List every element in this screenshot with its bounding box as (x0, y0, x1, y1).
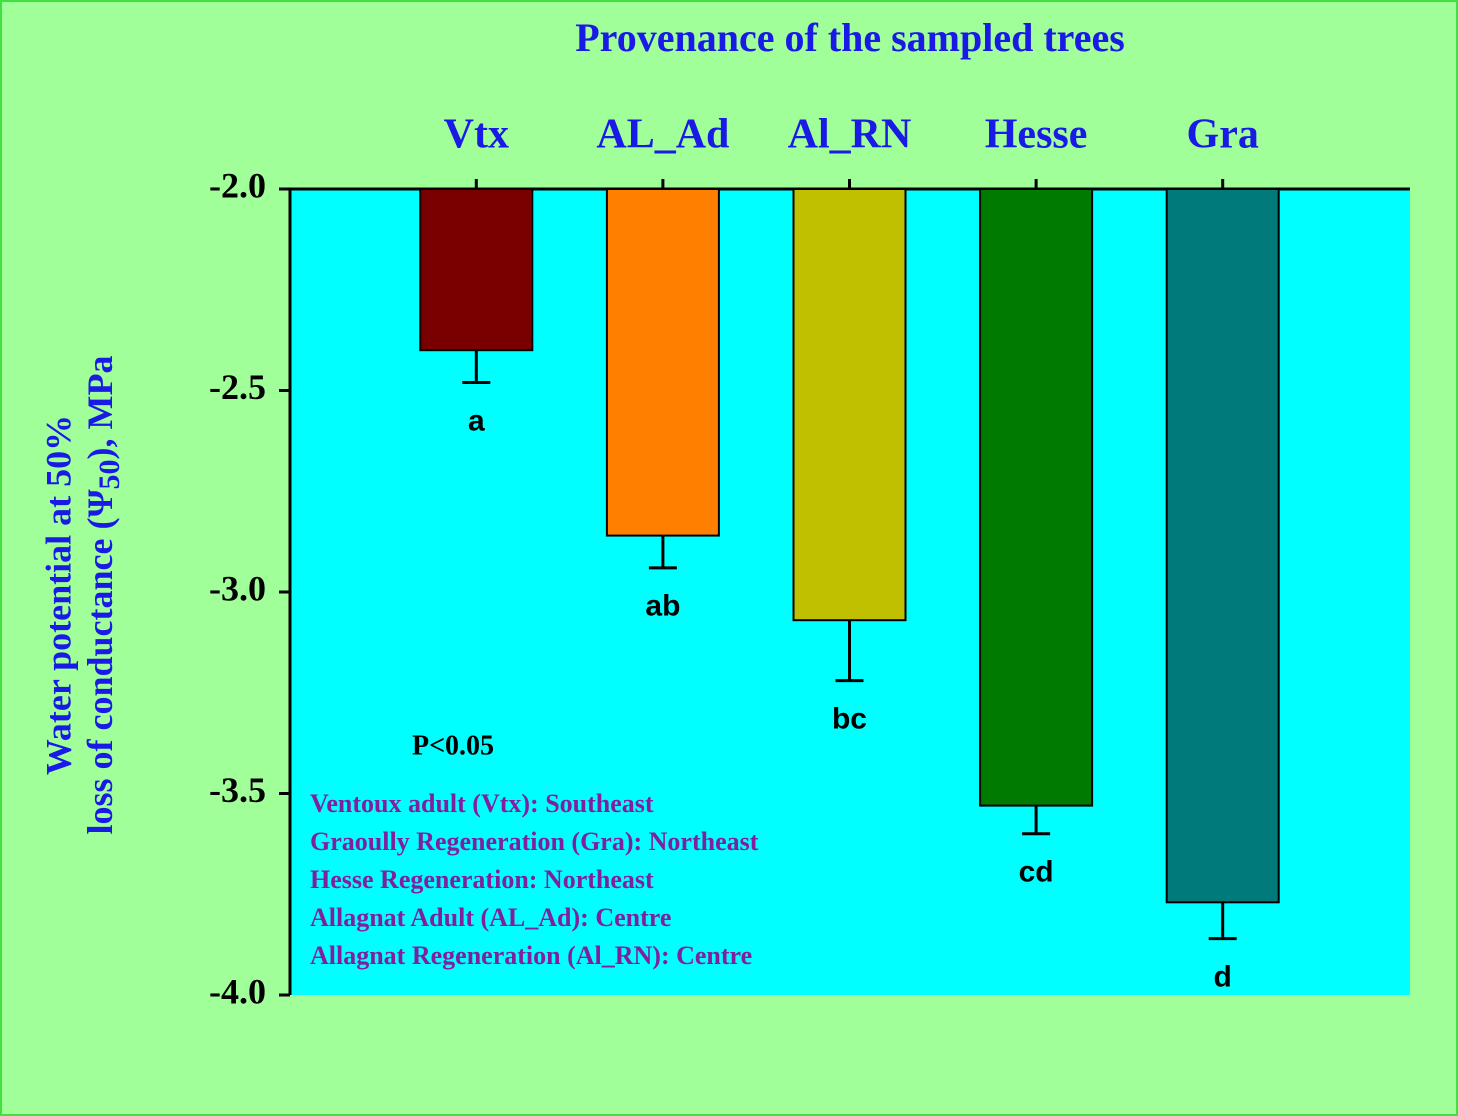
bar (792, 188, 907, 622)
y-axis-title-line: loss of conductance (Ψ50), MPa (80, 355, 126, 834)
y-tick-label: -2.0 (209, 165, 266, 205)
y-axis-title: loss of conductance (Ψ50), MPa (80, 355, 126, 834)
y-axis-title: Water potential at 50% (38, 415, 78, 775)
y-tick-label: -2.5 (209, 367, 266, 407)
x-tick-label: Hesse (985, 112, 1088, 158)
note: Graoully Regeneration (Gra): Northeast (310, 827, 759, 856)
x-tick-label: Al_RN (788, 112, 912, 158)
x-tick-label: Gra (1187, 112, 1259, 158)
y-axis-title-line: Water potential at 50% (38, 415, 78, 775)
text-part: loss of conductance (Ψ (80, 489, 120, 834)
y-tick-label: -4.0 (209, 971, 266, 1011)
bar (605, 188, 720, 537)
text-part: ), MPa (80, 355, 120, 459)
chart-title: Provenance of the sampled trees (575, 15, 1125, 60)
group-letter: d (1214, 961, 1232, 994)
note: Hesse Regeneration: Northeast (310, 865, 654, 894)
group-letter: ab (645, 590, 680, 623)
subscript: 50 (93, 459, 126, 489)
y-tick-label: -3.0 (209, 568, 266, 608)
bar (1165, 188, 1280, 904)
annotation: P<0.05 (412, 730, 494, 761)
note: Ventoux adult (Vtx): Southeast (310, 789, 654, 818)
x-tick-label: AL_Ad (596, 112, 729, 158)
note: Allagnat Regeneration (Al_RN): Centre (310, 941, 752, 970)
note: Allagnat Adult (AL_Ad): Centre (310, 903, 671, 932)
bar (979, 188, 1094, 807)
group-letter: a (468, 404, 485, 437)
y-tick-label: -3.5 (209, 770, 266, 810)
group-letter: bc (832, 703, 867, 736)
group-letter: cd (1019, 856, 1054, 889)
bar (419, 188, 534, 352)
x-tick-label: Vtx (444, 112, 509, 158)
